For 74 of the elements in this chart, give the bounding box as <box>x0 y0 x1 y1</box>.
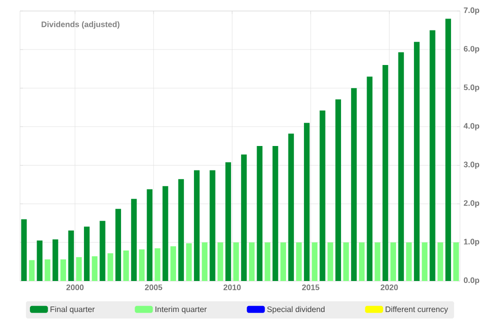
legend-label: Special dividend <box>267 306 325 314</box>
bar <box>296 242 302 281</box>
bar <box>351 88 357 281</box>
bar <box>233 242 239 281</box>
bar <box>366 76 372 281</box>
legend-label: Different currency <box>386 306 448 314</box>
bar <box>398 52 404 281</box>
x-tick-label: 2010 <box>224 284 241 290</box>
text: Dividends (adjusted) <box>42 21 120 29</box>
bar <box>272 146 278 281</box>
bar <box>320 110 326 281</box>
bar <box>115 208 122 281</box>
y-tick-label: 5.0p <box>464 84 480 92</box>
bar <box>335 99 342 281</box>
y-tick-label: 7.0p <box>464 7 480 15</box>
bar <box>92 256 98 281</box>
bar <box>21 219 27 281</box>
bar <box>210 170 216 281</box>
bar <box>430 30 436 281</box>
bar <box>178 179 184 281</box>
bar <box>68 230 74 281</box>
bar <box>304 122 310 281</box>
bar <box>414 42 420 281</box>
bar <box>218 242 224 281</box>
bar <box>194 170 200 281</box>
bar <box>225 162 232 281</box>
bar <box>28 260 35 281</box>
bar <box>36 240 42 281</box>
bar <box>312 242 318 281</box>
bar <box>288 134 294 281</box>
bar <box>374 242 380 281</box>
bar <box>248 242 255 281</box>
y-tick-label: 0.0p <box>464 277 480 285</box>
y-tick-label: 3.0p <box>464 162 480 169</box>
bar <box>146 189 152 281</box>
bar <box>84 226 90 281</box>
x-tick-label: 2005 <box>144 284 162 290</box>
bar <box>123 250 129 281</box>
legend-label: Final quarter <box>50 306 95 314</box>
bar <box>406 242 412 281</box>
bar <box>445 18 452 281</box>
bar <box>76 257 82 281</box>
bar <box>256 146 262 281</box>
bar <box>170 246 176 281</box>
y-tick-label: 4.0p <box>464 123 480 130</box>
y-tick-label: 2.0p <box>464 200 480 208</box>
bar <box>202 242 208 281</box>
bar <box>100 220 106 281</box>
y-tick-label: 6.0p <box>464 46 480 54</box>
bar <box>241 154 247 281</box>
x-tick-label: 2015 <box>302 284 320 290</box>
bar <box>186 243 192 281</box>
y-tick-label: 1.0p <box>464 238 480 246</box>
bar <box>280 242 286 281</box>
bar <box>60 259 66 281</box>
bar <box>422 242 428 281</box>
bar <box>328 242 334 281</box>
bar <box>358 242 365 281</box>
bar <box>390 242 396 281</box>
bar <box>382 64 388 281</box>
bar <box>108 253 114 281</box>
bar <box>154 248 160 281</box>
bar <box>343 242 349 281</box>
bar <box>138 249 145 281</box>
x-tick-label: 2020 <box>380 284 398 290</box>
bar <box>162 186 168 281</box>
legend-label: Interim quarter <box>156 306 207 314</box>
bar <box>44 259 50 281</box>
bar <box>453 242 459 281</box>
bar <box>52 239 58 281</box>
bar <box>131 198 137 281</box>
bar <box>438 242 444 281</box>
x-tick-label: 2000 <box>66 284 84 290</box>
bar <box>264 242 270 281</box>
